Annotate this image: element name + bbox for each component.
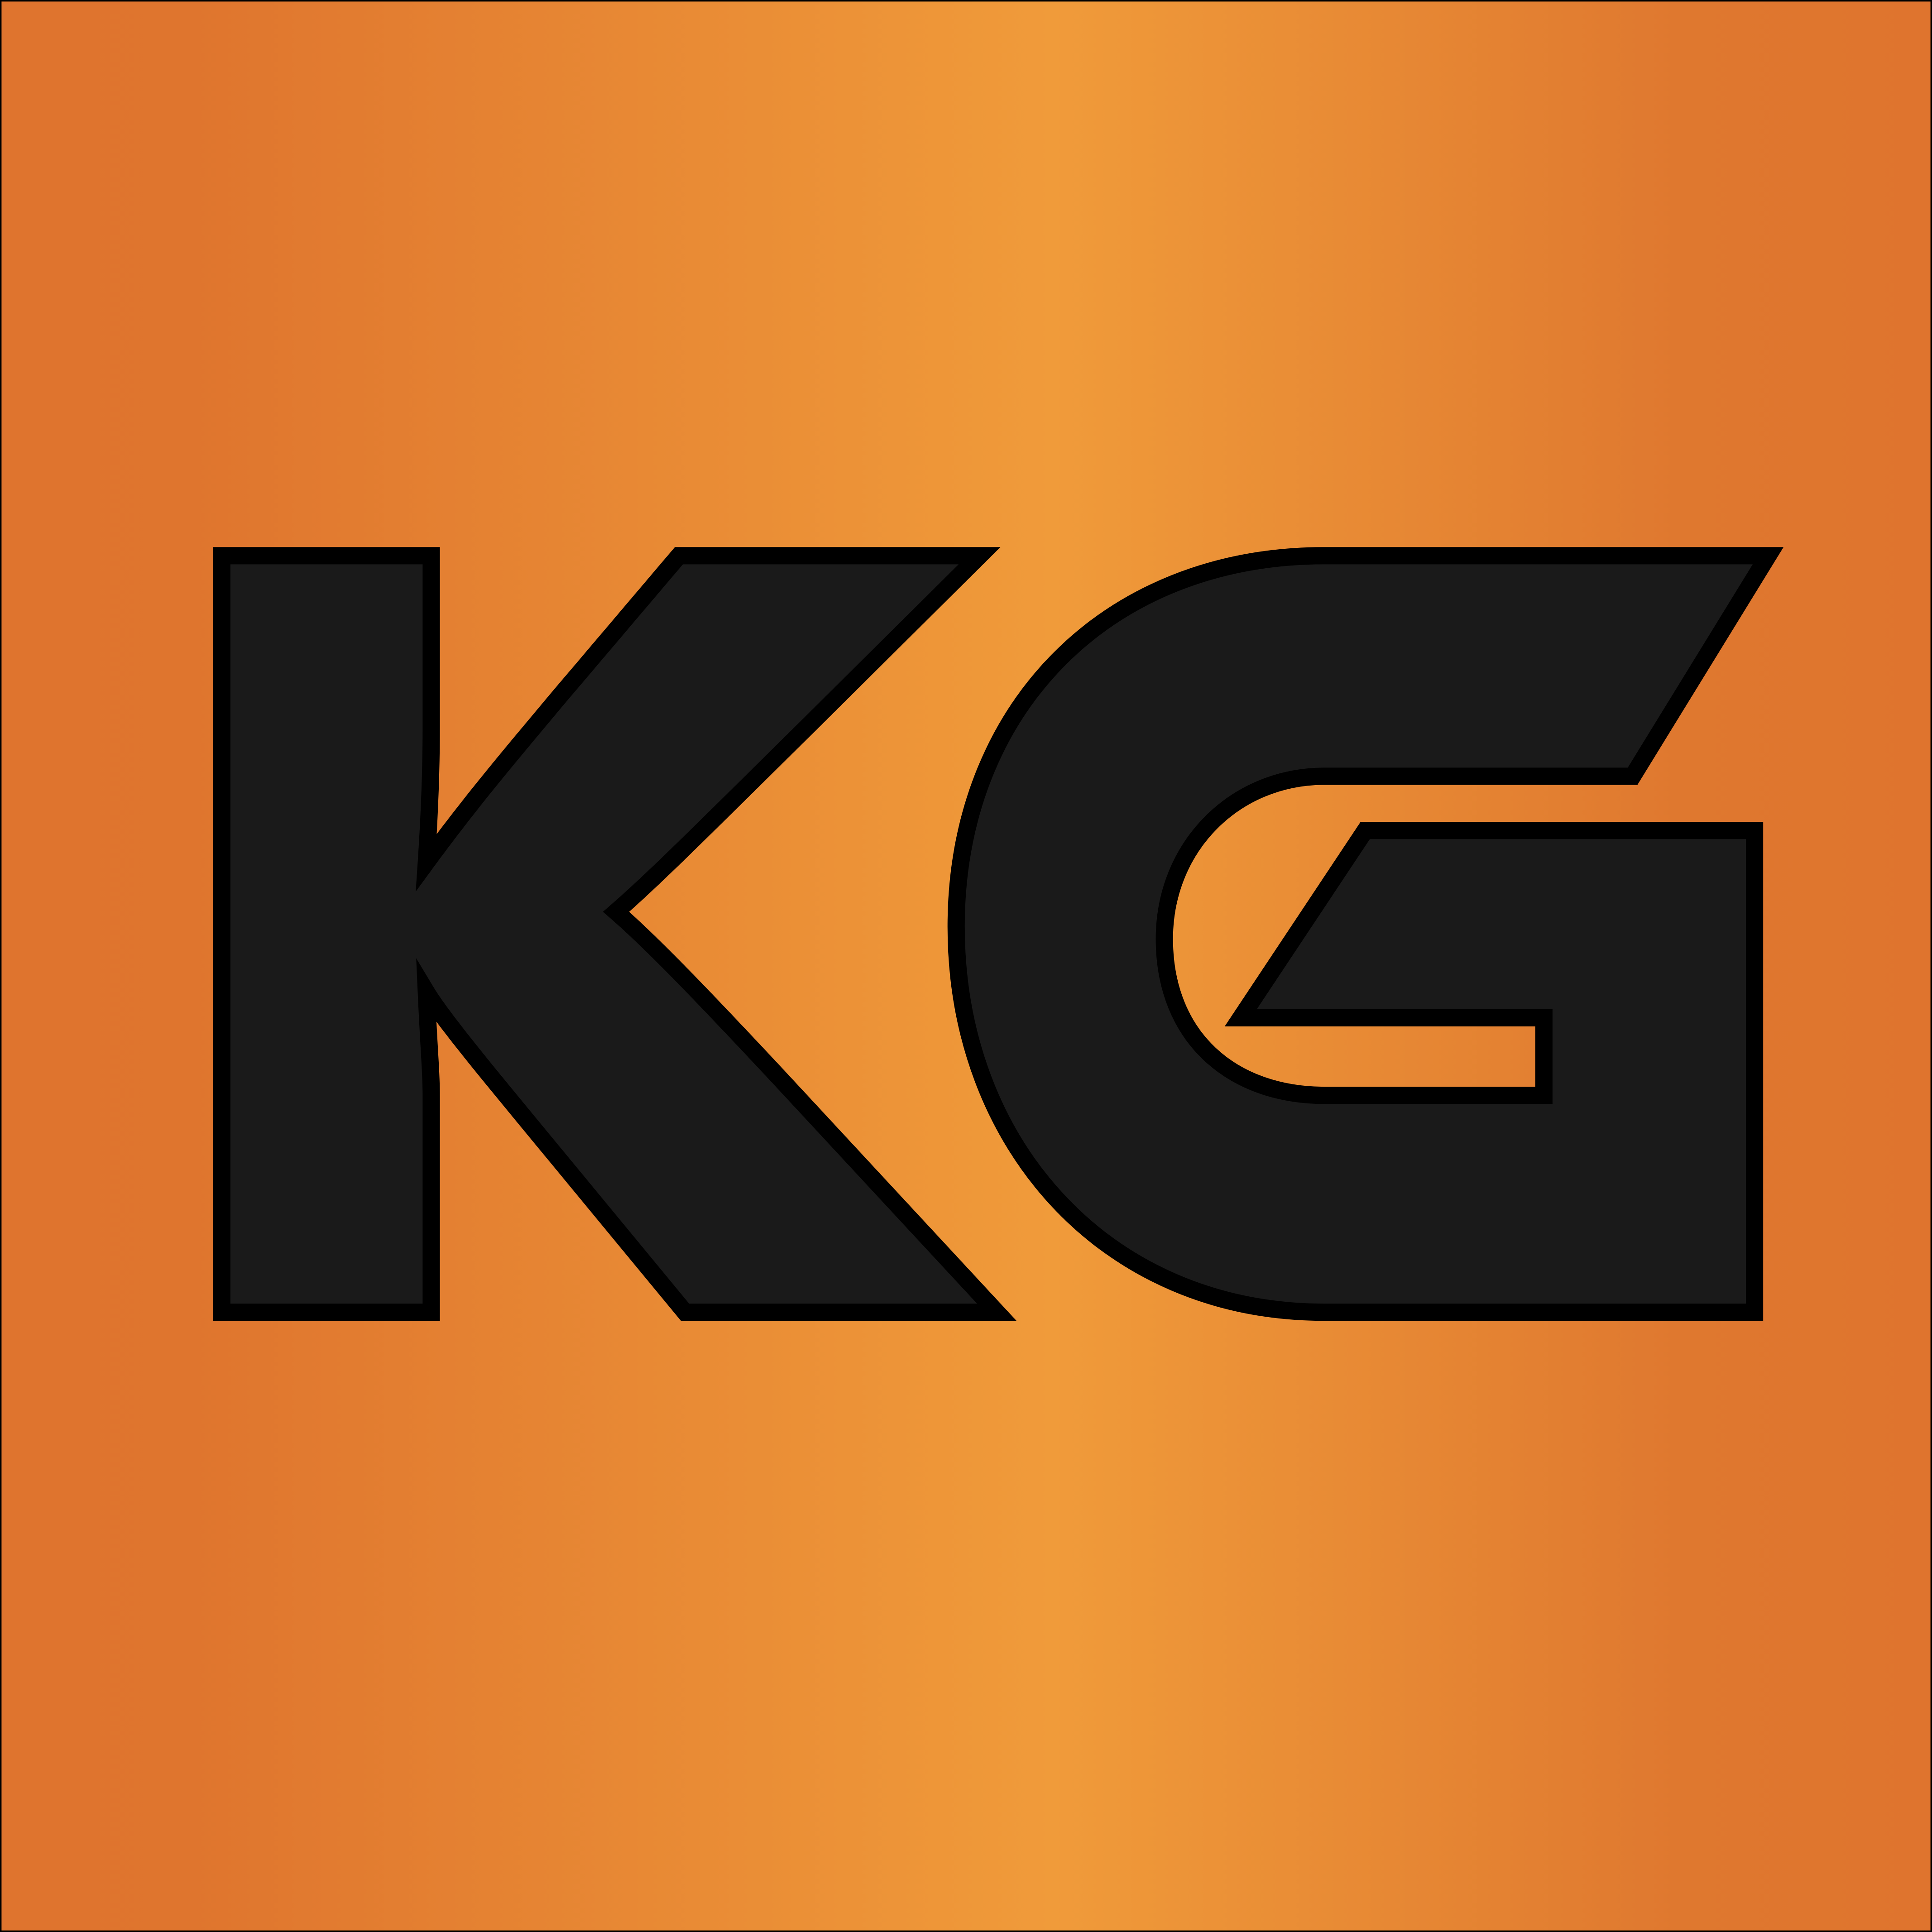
letter-g: [947, 547, 1784, 1321]
letter-k: [213, 547, 1017, 1321]
